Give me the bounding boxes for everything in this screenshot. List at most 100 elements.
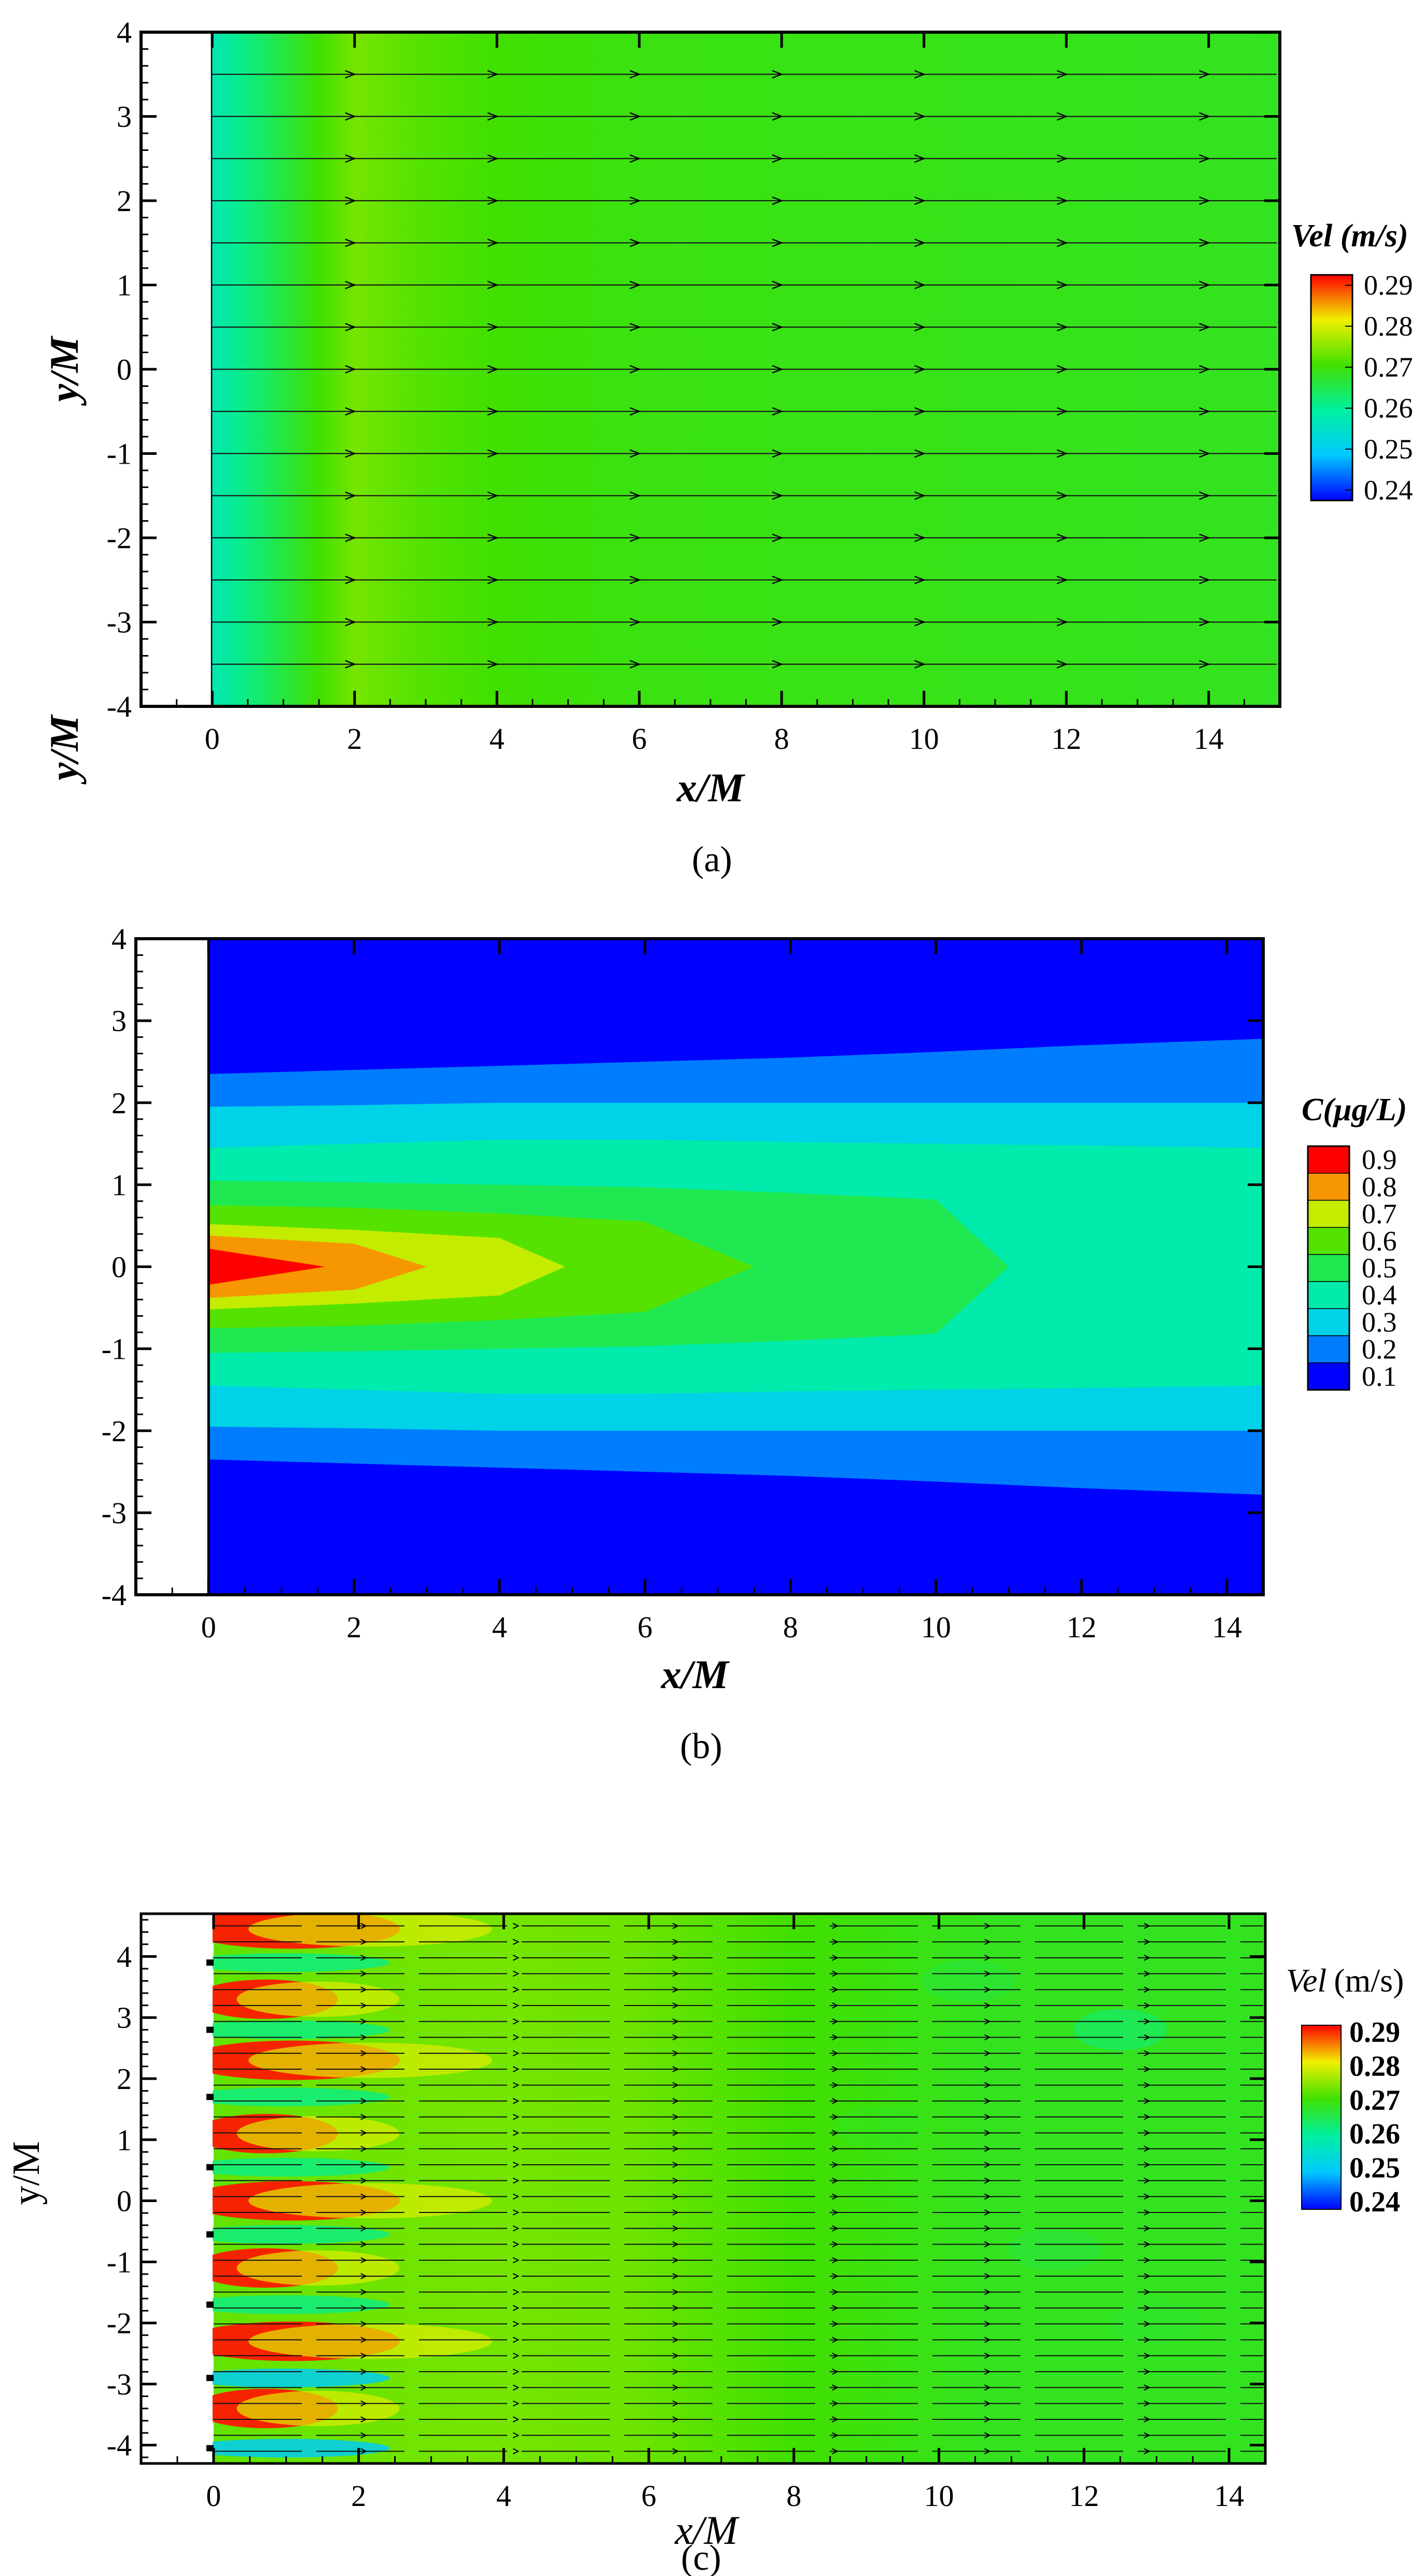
panel-a-arrow <box>1199 660 1211 669</box>
panel-c-arrow <box>984 2113 991 2120</box>
panel-c-arrow <box>512 1923 520 1929</box>
panel-a-arrow <box>630 618 641 626</box>
panel-c-arrow <box>672 1986 679 1993</box>
panel-c-arrow <box>1143 2162 1151 2168</box>
panel-c-arrow <box>512 2400 520 2407</box>
panel-c-arrow <box>360 2034 367 2041</box>
panel-c-arrow <box>832 2209 839 2216</box>
panel-c-arrow <box>360 2225 367 2232</box>
panel-c-arrow <box>512 2336 520 2343</box>
panel-c-arrow <box>360 2082 367 2088</box>
panel-a-arrow <box>772 660 784 669</box>
panel-a-arrow <box>630 154 641 163</box>
panel-c-wake <box>206 2439 390 2458</box>
panel-c-arrow <box>832 1923 839 1929</box>
panel-c-arrow <box>360 2113 367 2120</box>
x-tick-label: 12 <box>1069 2479 1099 2513</box>
y-tick-label: 3 <box>111 1004 127 1038</box>
panel-a-arrow <box>487 491 499 500</box>
panel-c-arrow <box>360 2177 367 2184</box>
panel-b-legend-tick: 0.1 <box>1362 1361 1397 1392</box>
panel-b-legend-swatch <box>1307 1146 1350 1174</box>
panel-c-arrow <box>672 2416 679 2422</box>
panel-c-arrow <box>832 2162 839 2168</box>
panel-c-arrow <box>512 2448 520 2455</box>
panel-c-arrow <box>832 2193 839 2200</box>
panel-c-arrow <box>984 2369 991 2375</box>
panel-a-arrow <box>630 239 641 247</box>
panel-a-arrow <box>487 70 499 79</box>
panel-a-arrow <box>1056 323 1068 331</box>
panel-a-arrow <box>487 660 499 669</box>
panel-c-arrow <box>672 2066 679 2072</box>
panel-c-arrow <box>832 2129 839 2136</box>
panel-c-arrow <box>360 2336 367 2343</box>
panel-c-legend-tick: 0.24 <box>1349 2186 1400 2218</box>
panel-a-arrow <box>1056 239 1068 247</box>
panel-a-arrow <box>772 407 784 416</box>
panel-c-arrow <box>672 2209 679 2216</box>
panel-c-arrow <box>984 2018 991 2025</box>
panel-c-arrow <box>984 2177 991 2184</box>
panel-a-arrow <box>1199 576 1211 584</box>
panel-c-arrow <box>984 2162 991 2168</box>
panel-c-wake <box>206 2225 390 2244</box>
panel-c-grid-block <box>206 1914 213 2463</box>
panel-a-arrow <box>914 407 926 416</box>
panel-a-arrow <box>345 533 357 542</box>
panel-c-arrow <box>984 2416 991 2422</box>
panel-b-legend-tick: 0.7 <box>1362 1199 1397 1230</box>
panel-c-arrow <box>672 2369 679 2375</box>
panel-a-arrow <box>487 239 499 247</box>
panel-c-arrow <box>1143 2416 1151 2422</box>
y-tick-label: -3 <box>102 1496 127 1530</box>
panel-a-arrow <box>630 576 641 584</box>
panel-a-arrow <box>772 491 784 500</box>
panel-c-arrow <box>512 1939 520 1945</box>
panel-c-arrow <box>1143 2082 1151 2088</box>
panel-c-arrow <box>832 2321 839 2327</box>
panel-c-jet-tail <box>248 2323 492 2359</box>
y-tick-label: 2 <box>111 1086 127 1120</box>
panel-c-arrow <box>512 1970 520 1977</box>
panel-a-arrow <box>772 323 784 331</box>
panel-c-plot-area <box>206 1914 1265 2463</box>
panel-c-jet-tail <box>248 1914 492 1947</box>
panel-c-grid-bar <box>206 2231 214 2238</box>
panel-a-arrow <box>1056 533 1068 542</box>
panel-c-arrow <box>832 1970 839 1977</box>
panel-a-xlabel: x/M <box>676 765 746 810</box>
panel-c-arrow <box>512 2002 520 2009</box>
panel-c-arrow <box>832 2002 839 2009</box>
panel-c-arrow <box>832 2177 839 2184</box>
panel-a-arrow <box>914 323 926 331</box>
panel-c-arrow <box>672 2448 679 2455</box>
panel-c-arrow <box>832 2225 839 2232</box>
panel-c-arrow <box>512 2369 520 2375</box>
panel-c-arrow <box>672 1955 679 1961</box>
x-tick-label: 0 <box>205 722 220 756</box>
panel-c-arrow <box>984 2098 991 2105</box>
panel-c-arrow <box>832 2113 839 2120</box>
panel-c-arrow <box>832 2034 839 2041</box>
panel-a-arrow <box>345 112 357 121</box>
panel-c-arrow <box>832 2384 839 2391</box>
panel-c-arrow <box>672 2146 679 2152</box>
y-tick-label: 1 <box>117 269 132 302</box>
panel-a-arrow <box>772 449 784 458</box>
panel-c-jet-tail <box>236 1981 399 2017</box>
panel-c-arrow <box>512 2098 520 2105</box>
panel-c-arrow <box>984 2321 991 2327</box>
panel-c-arrow <box>1143 2448 1151 2455</box>
panel-c-arrow <box>984 1970 991 1977</box>
panel-a-arrow <box>914 449 926 458</box>
panel-c-arrow <box>984 2193 991 2200</box>
panel-c-patch <box>1008 2229 1102 2271</box>
panel-c-arrow <box>832 2416 839 2422</box>
caption-a: (a) <box>692 840 732 880</box>
panel-c-arrow <box>672 2177 679 2184</box>
panel-c-arrow <box>832 2257 839 2264</box>
panel-a-arrow <box>1199 533 1211 542</box>
